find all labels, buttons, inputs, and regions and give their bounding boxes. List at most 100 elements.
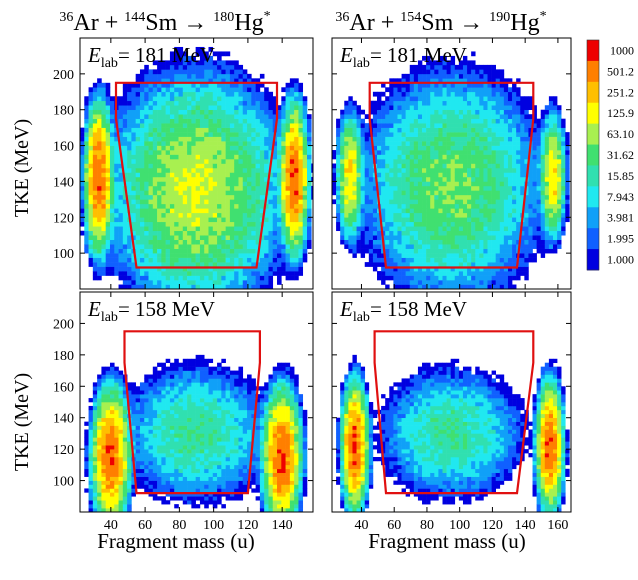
heatmap-cell bbox=[503, 253, 509, 258]
heatmap-cell bbox=[285, 105, 291, 111]
heatmap-cell bbox=[422, 266, 427, 272]
heatmap-cell bbox=[127, 96, 132, 102]
heatmap-cell bbox=[483, 239, 488, 245]
heatmap-cell bbox=[217, 172, 222, 178]
heatmap-cell bbox=[268, 253, 274, 258]
heatmap-cell bbox=[144, 199, 149, 205]
heatmap-cell bbox=[422, 208, 427, 214]
heatmap-cell bbox=[131, 123, 136, 128]
heatmap-cell bbox=[520, 123, 525, 128]
heatmap-cell bbox=[507, 280, 513, 285]
heatmap-cell bbox=[114, 221, 119, 227]
heatmap-cell bbox=[298, 136, 304, 142]
heatmap-cell bbox=[405, 244, 411, 249]
heatmap-cell bbox=[512, 203, 517, 209]
heatmap-cell bbox=[548, 203, 554, 209]
heatmap-cell bbox=[165, 114, 171, 119]
heatmap-cell bbox=[336, 203, 341, 209]
heatmap-cell bbox=[217, 96, 222, 102]
heatmap-cell bbox=[467, 91, 472, 97]
heatmap-cell bbox=[165, 221, 171, 227]
heatmap-cell bbox=[268, 132, 274, 137]
heatmap-cell bbox=[385, 159, 390, 164]
heatmap-cell bbox=[255, 105, 261, 111]
heatmap-cell bbox=[144, 82, 149, 88]
heatmap-cell bbox=[507, 185, 513, 191]
heatmap-cell bbox=[401, 167, 406, 173]
heatmap-cell bbox=[446, 60, 451, 66]
heatmap-cell bbox=[450, 105, 456, 111]
heatmap-cell bbox=[255, 123, 261, 128]
heatmap-cell bbox=[109, 118, 115, 124]
heatmap-cell bbox=[450, 100, 456, 106]
heatmap-cell bbox=[524, 96, 529, 102]
heatmap-cell bbox=[204, 185, 209, 191]
heatmap-cell bbox=[561, 185, 566, 191]
heatmap-cell bbox=[148, 190, 154, 196]
heatmap-cell bbox=[471, 127, 476, 133]
heatmap-cell bbox=[169, 114, 175, 119]
heatmap-cell bbox=[536, 154, 542, 160]
heatmap-cell bbox=[458, 127, 464, 133]
heatmap-cell bbox=[122, 266, 128, 272]
heatmap-cell bbox=[307, 132, 312, 137]
heatmap-cell bbox=[178, 141, 184, 146]
heatmap-cell bbox=[199, 69, 205, 75]
heatmap-cell bbox=[281, 212, 286, 218]
heatmap-cell bbox=[148, 87, 154, 93]
heatmap-cell bbox=[454, 109, 460, 115]
heatmap-cell bbox=[101, 257, 106, 263]
heatmap-cell bbox=[264, 266, 269, 272]
heatmap-cell bbox=[552, 217, 558, 223]
heatmap-cell bbox=[417, 64, 423, 70]
heatmap-cell bbox=[131, 230, 136, 236]
heatmap-cell bbox=[512, 127, 517, 133]
heatmap-cell bbox=[446, 235, 451, 240]
heatmap-cell bbox=[165, 64, 171, 70]
heatmap-cell bbox=[238, 150, 244, 155]
heatmap-cell bbox=[84, 118, 89, 124]
heatmap-cell bbox=[422, 96, 427, 102]
heatmap-cell bbox=[84, 123, 89, 128]
heatmap-cell bbox=[127, 132, 132, 137]
heatmap-cell bbox=[97, 150, 102, 155]
heatmap-cell bbox=[127, 271, 132, 276]
heatmap-cell bbox=[187, 185, 192, 191]
heatmap-cell bbox=[114, 235, 119, 240]
heatmap-cell bbox=[109, 105, 115, 111]
heatmap-cell bbox=[422, 221, 427, 227]
heatmap-cell bbox=[307, 208, 312, 214]
heatmap-cell bbox=[409, 69, 415, 75]
heatmap-cell bbox=[544, 239, 550, 245]
heatmap-cell bbox=[491, 118, 496, 124]
heatmap-cell bbox=[471, 60, 476, 66]
heatmap-cell bbox=[487, 284, 492, 289]
heatmap-cell bbox=[524, 132, 529, 137]
heatmap-cell bbox=[277, 244, 282, 249]
heatmap-cell bbox=[199, 181, 205, 187]
heatmap-cell bbox=[446, 69, 451, 75]
heatmap-cell bbox=[135, 87, 141, 93]
heatmap-cell bbox=[97, 275, 102, 281]
heatmap-cell bbox=[204, 127, 209, 133]
heatmap-cell bbox=[512, 141, 517, 146]
heatmap-cell bbox=[475, 275, 480, 281]
heatmap-cell bbox=[360, 123, 366, 128]
heatmap-cell bbox=[462, 280, 468, 285]
heatmap-cell bbox=[302, 154, 308, 160]
heatmap-cell bbox=[127, 145, 132, 151]
heatmap-cell bbox=[165, 172, 171, 178]
heatmap-cell bbox=[487, 199, 492, 205]
heatmap-cell bbox=[255, 176, 261, 182]
heatmap-cell bbox=[446, 136, 451, 142]
heatmap-cell bbox=[88, 257, 94, 263]
heatmap-cell bbox=[80, 167, 85, 173]
heatmap-cell bbox=[92, 127, 98, 133]
heatmap-cell bbox=[495, 262, 501, 267]
heatmap-cell bbox=[169, 284, 175, 289]
heatmap-cell bbox=[135, 284, 141, 289]
heatmap-cell bbox=[430, 257, 435, 263]
heatmap-cell bbox=[277, 114, 282, 119]
heatmap-cell bbox=[524, 150, 529, 155]
heatmap-cell bbox=[438, 69, 443, 75]
